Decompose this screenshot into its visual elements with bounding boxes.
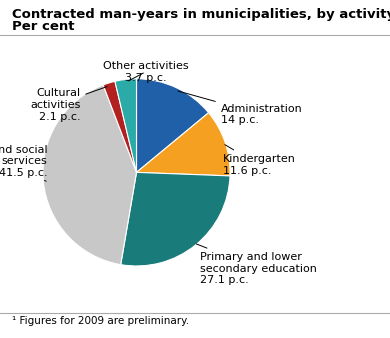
Text: Administration
14 p.c.: Administration 14 p.c. bbox=[178, 91, 303, 125]
Text: Contracted man-years in municipalities, by activity. 2009¹.: Contracted man-years in municipalities, … bbox=[12, 8, 390, 21]
Text: Primary and lower
secondary education
27.1 p.c.: Primary and lower secondary education 27… bbox=[196, 244, 317, 285]
Text: ¹ Figures for 2009 are preliminary.: ¹ Figures for 2009 are preliminary. bbox=[12, 316, 189, 326]
Wedge shape bbox=[43, 85, 136, 265]
Text: Kindergarten
11.6 p.c.: Kindergarten 11.6 p.c. bbox=[223, 145, 296, 176]
Wedge shape bbox=[136, 113, 230, 176]
Wedge shape bbox=[115, 79, 136, 172]
Text: Health and social
services
41.5 p.c.: Health and social services 41.5 p.c. bbox=[0, 145, 48, 181]
Wedge shape bbox=[121, 172, 230, 266]
Text: Cultural
activities
2.1 p.c.: Cultural activities 2.1 p.c. bbox=[30, 87, 107, 122]
Wedge shape bbox=[103, 81, 136, 172]
Text: Other activities
3.7 p.c.: Other activities 3.7 p.c. bbox=[103, 61, 189, 82]
Text: Per cent: Per cent bbox=[12, 20, 74, 32]
Wedge shape bbox=[136, 79, 209, 172]
